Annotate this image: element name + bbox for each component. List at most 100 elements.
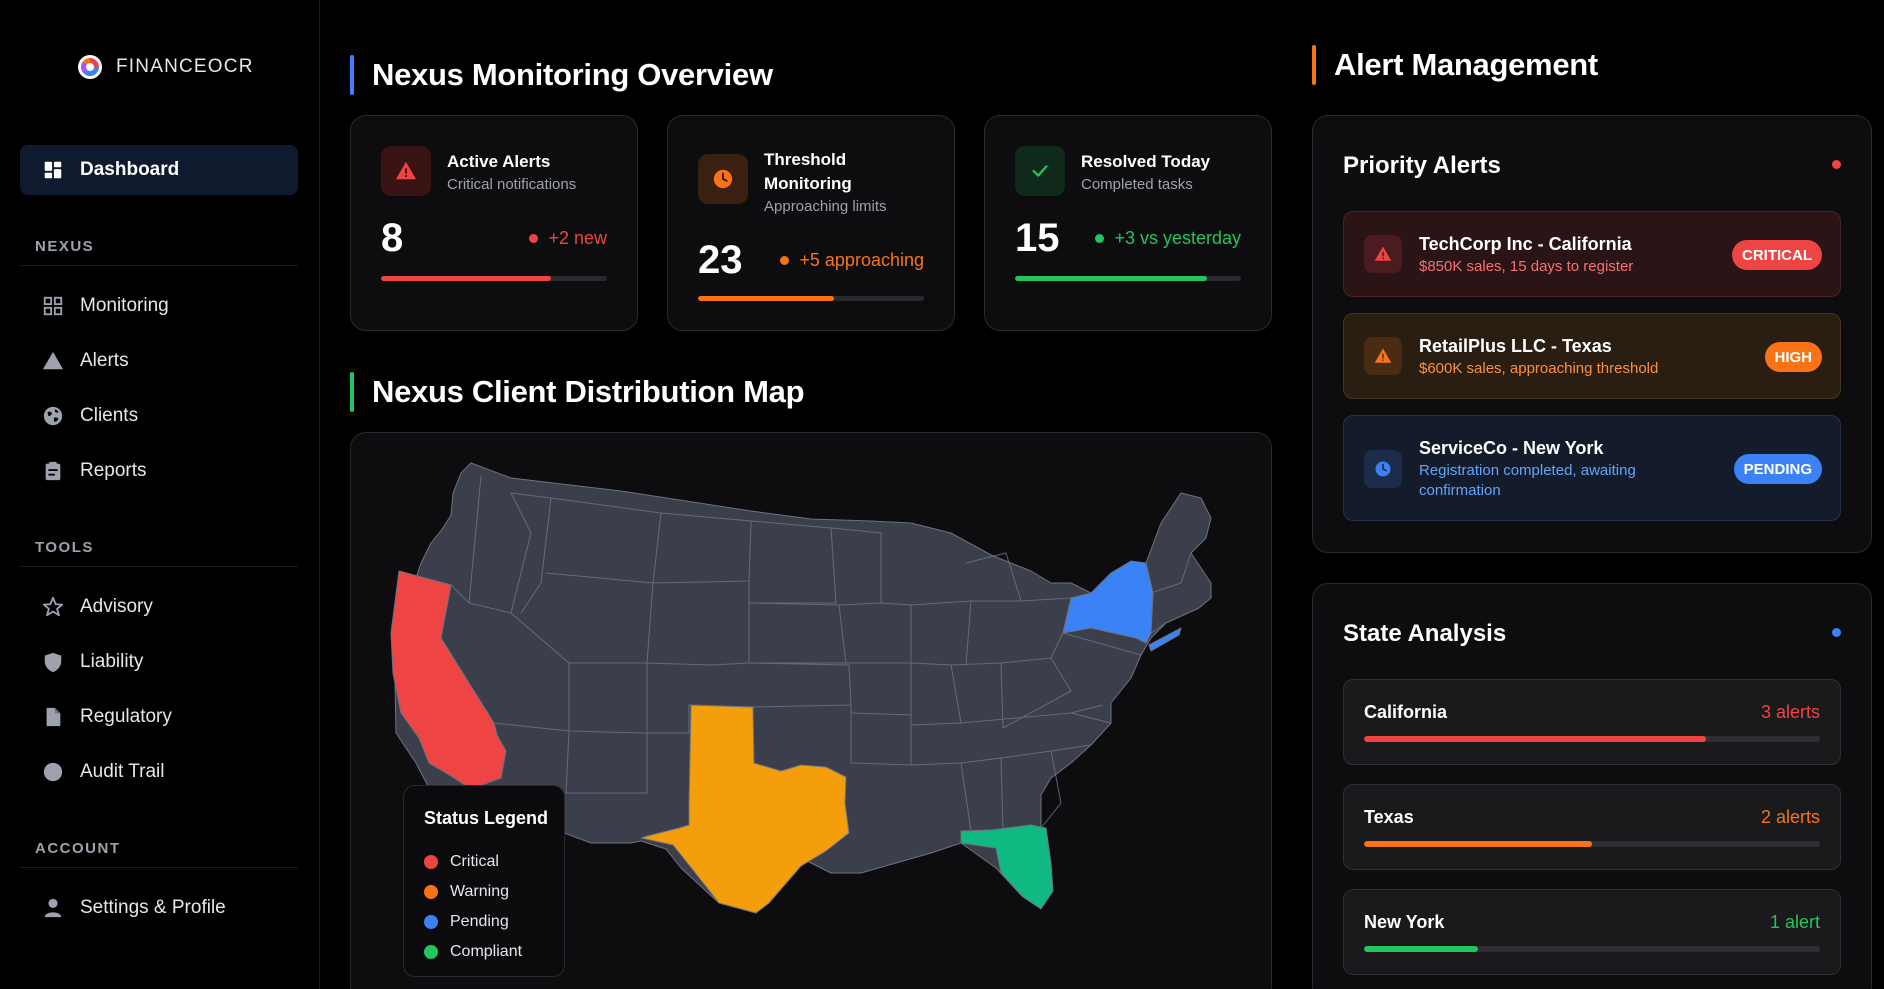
alert-triangle-icon [1364,235,1402,273]
clock-icon [698,154,748,204]
legend-dot [424,855,438,869]
stat-card-threshold-monitoring[interactable]: Threshold Monitoring Approaching limits … [667,115,955,331]
state-progress-track [1364,946,1820,952]
alert-item-techcorp[interactable]: TechCorp Inc - California $850K sales, 1… [1343,211,1841,297]
sidebar-item-audit-trail[interactable]: Audit Trail [20,750,298,794]
overview-heading: Nexus Monitoring Overview [350,55,773,95]
globe-icon [42,405,64,427]
warning-triangle-icon [42,350,64,372]
grid-icon [42,295,64,317]
sidebar: FINANCEOCR Dashboard NEXUS Monitoring Al… [0,0,320,989]
alert-item-serviceco[interactable]: ServiceCo - New York Registration comple… [1343,415,1841,521]
sidebar-item-alerts[interactable]: Alerts [20,339,298,383]
clipboard-icon [42,460,64,482]
map-state-texas [640,704,850,914]
stat-progress-track [381,276,607,281]
stat-delta: +3 vs yesterday [1095,228,1241,249]
sidebar-section-tools: TOOLS [35,539,94,556]
status-badge: CRITICAL [1732,240,1822,270]
sidebar-item-reports[interactable]: Reports [20,449,298,493]
sidebar-item-advisory[interactable]: Advisory [20,585,298,629]
status-dot [1832,628,1841,637]
brand[interactable]: FINANCEOCR [78,55,254,79]
shield-icon [42,651,64,673]
stat-progress-fill [381,276,551,281]
sidebar-item-monitoring[interactable]: Monitoring [20,284,298,328]
sidebar-section-nexus: NEXUS [35,238,95,255]
legend-item-pending: Pending [424,907,564,937]
sidebar-item-label: Clients [80,405,139,426]
sidebar-item-settings-profile[interactable]: Settings & Profile [20,886,298,930]
legend-item-compliant: Compliant [424,937,564,967]
legend-label: Pending [450,913,509,930]
map-state-new-york [1062,560,1154,644]
state-progress-fill [1364,841,1592,847]
clock-icon [1364,450,1402,488]
sidebar-item-label: Monitoring [80,295,169,316]
panel-title: State Analysis [1343,620,1507,647]
state-row-new-york[interactable]: New York 1 alert [1343,889,1841,975]
sidebar-divider [20,867,298,868]
state-analysis-panel: State Analysis California 3 alerts Texas… [1312,583,1872,989]
sidebar-item-label: Advisory [80,596,153,617]
state-progress-fill [1364,946,1478,952]
state-row-california[interactable]: California 3 alerts [1343,679,1841,765]
alert-title: ServiceCo - New York [1419,438,1604,458]
stat-value: 23 [698,238,743,282]
alert-title: TechCorp Inc - California [1419,234,1632,254]
sidebar-item-regulatory[interactable]: Regulatory [20,695,298,739]
status-legend: Status Legend Critical Warning Pending C… [403,785,565,977]
map-heading: Nexus Client Distribution Map [350,372,805,412]
check-icon [1015,146,1065,196]
heading-accent-bar [1312,45,1316,85]
sidebar-item-clients[interactable]: Clients [20,394,298,438]
state-row-texas[interactable]: Texas 2 alerts [1343,784,1841,870]
legend-label: Warning [450,883,509,900]
alert-description: Registration completed, awaiting confirm… [1419,462,1636,499]
sidebar-item-dashboard[interactable]: Dashboard [20,145,298,195]
legend-item-critical: Critical [424,847,564,877]
dashboard-icon [42,159,64,181]
sidebar-item-liability[interactable]: Liability [20,640,298,684]
stat-progress-fill [1015,276,1208,281]
state-name: New York [1364,912,1445,932]
alert-management-title: Alert Management [1334,47,1598,82]
us-map [390,462,1212,914]
alert-management-heading: Alert Management [1312,45,1598,85]
alert-item-retailplus[interactable]: RetailPlus LLC - Texas $600K sales, appr… [1343,313,1841,399]
stat-delta-text: +5 approaching [799,250,924,270]
stat-delta: +5 approaching [780,250,924,271]
state-progress-fill [1364,736,1706,742]
status-dot [1832,160,1841,169]
map-state-florida [960,824,1054,910]
status-badge: HIGH [1764,342,1822,372]
map-state-new-york-island [1148,627,1182,652]
stat-delta-text: +2 new [548,228,607,248]
alert-title: RetailPlus LLC - Texas [1419,336,1612,356]
alert-triangle-icon [1364,337,1402,375]
alert-triangle-icon [381,146,431,196]
circle-icon [42,761,64,783]
legend-label: Critical [450,853,499,870]
sidebar-divider [20,265,298,266]
star-icon [42,596,64,618]
legend-label: Compliant [450,943,523,960]
sidebar-item-label: Regulatory [80,706,172,727]
stat-subtitle: Approaching limits [764,198,887,215]
sidebar-item-label: Reports [80,460,147,481]
map-state-borders [450,475,1192,832]
alert-description: $850K sales, 15 days to register [1419,258,1634,275]
panel-title: Priority Alerts [1343,152,1501,179]
sidebar-section-account: ACCOUNT [35,840,121,857]
sidebar-item-label: Alerts [80,350,129,371]
stat-progress-track [1015,276,1241,281]
state-alert-count: 2 alerts [1760,807,1820,827]
sidebar-item-label: Liability [80,651,144,672]
state-alert-count: 1 alert [1769,912,1820,932]
stat-card-resolved-today[interactable]: Resolved Today Completed tasks 15 +3 vs … [984,115,1272,331]
stat-title: Active Alerts [447,152,551,171]
client-distribution-map[interactable]: Status Legend Critical Warning Pending C… [350,432,1272,989]
stat-card-active-alerts[interactable]: Active Alerts Critical notifications 8 +… [350,115,638,331]
state-progress-track [1364,841,1820,847]
state-name: California [1364,702,1448,722]
